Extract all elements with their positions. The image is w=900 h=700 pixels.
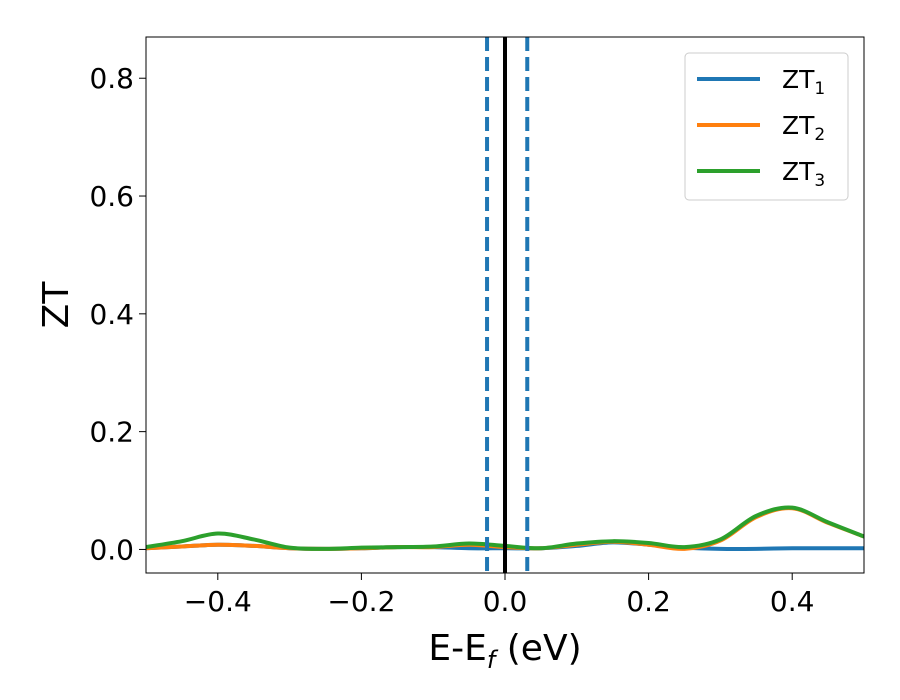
y-tick-label: 0.4 <box>89 298 134 331</box>
legend-label-3: ZT3 <box>782 157 825 191</box>
vline-layer <box>485 37 530 573</box>
legend: ZT1 ZT2 ZT3 <box>684 52 849 201</box>
y-tick-label: 0.2 <box>89 416 134 449</box>
x-tick-label: 0.0 <box>483 585 528 618</box>
y-tick-label: 0.8 <box>89 62 134 95</box>
legend-label-2: ZT2 <box>782 111 825 145</box>
x-tick-label: 0.4 <box>770 585 815 618</box>
x-axis-label: E-Ef (eV) <box>428 628 581 674</box>
x-axis-label-main: E-E <box>428 628 486 669</box>
x-tick-label: −0.4 <box>184 585 252 618</box>
y-axis-label: ZT <box>36 281 77 329</box>
x-tick-label: −0.2 <box>327 585 395 618</box>
legend-label-1: ZT1 <box>782 65 825 99</box>
y-axis-ticks: 0.0 0.2 0.4 0.6 0.8 <box>89 62 146 566</box>
legend-items: ZT1 ZT2 ZT3 <box>697 65 825 191</box>
legend-frame <box>684 52 849 201</box>
x-axis-label-unit: (eV) <box>495 628 581 669</box>
x-tick-label: 0.2 <box>626 585 671 618</box>
y-tick-label: 0.6 <box>89 180 134 213</box>
x-axis-ticks: −0.4 −0.2 0.0 0.2 0.4 <box>184 573 815 618</box>
y-tick-label: 0.0 <box>89 533 134 566</box>
